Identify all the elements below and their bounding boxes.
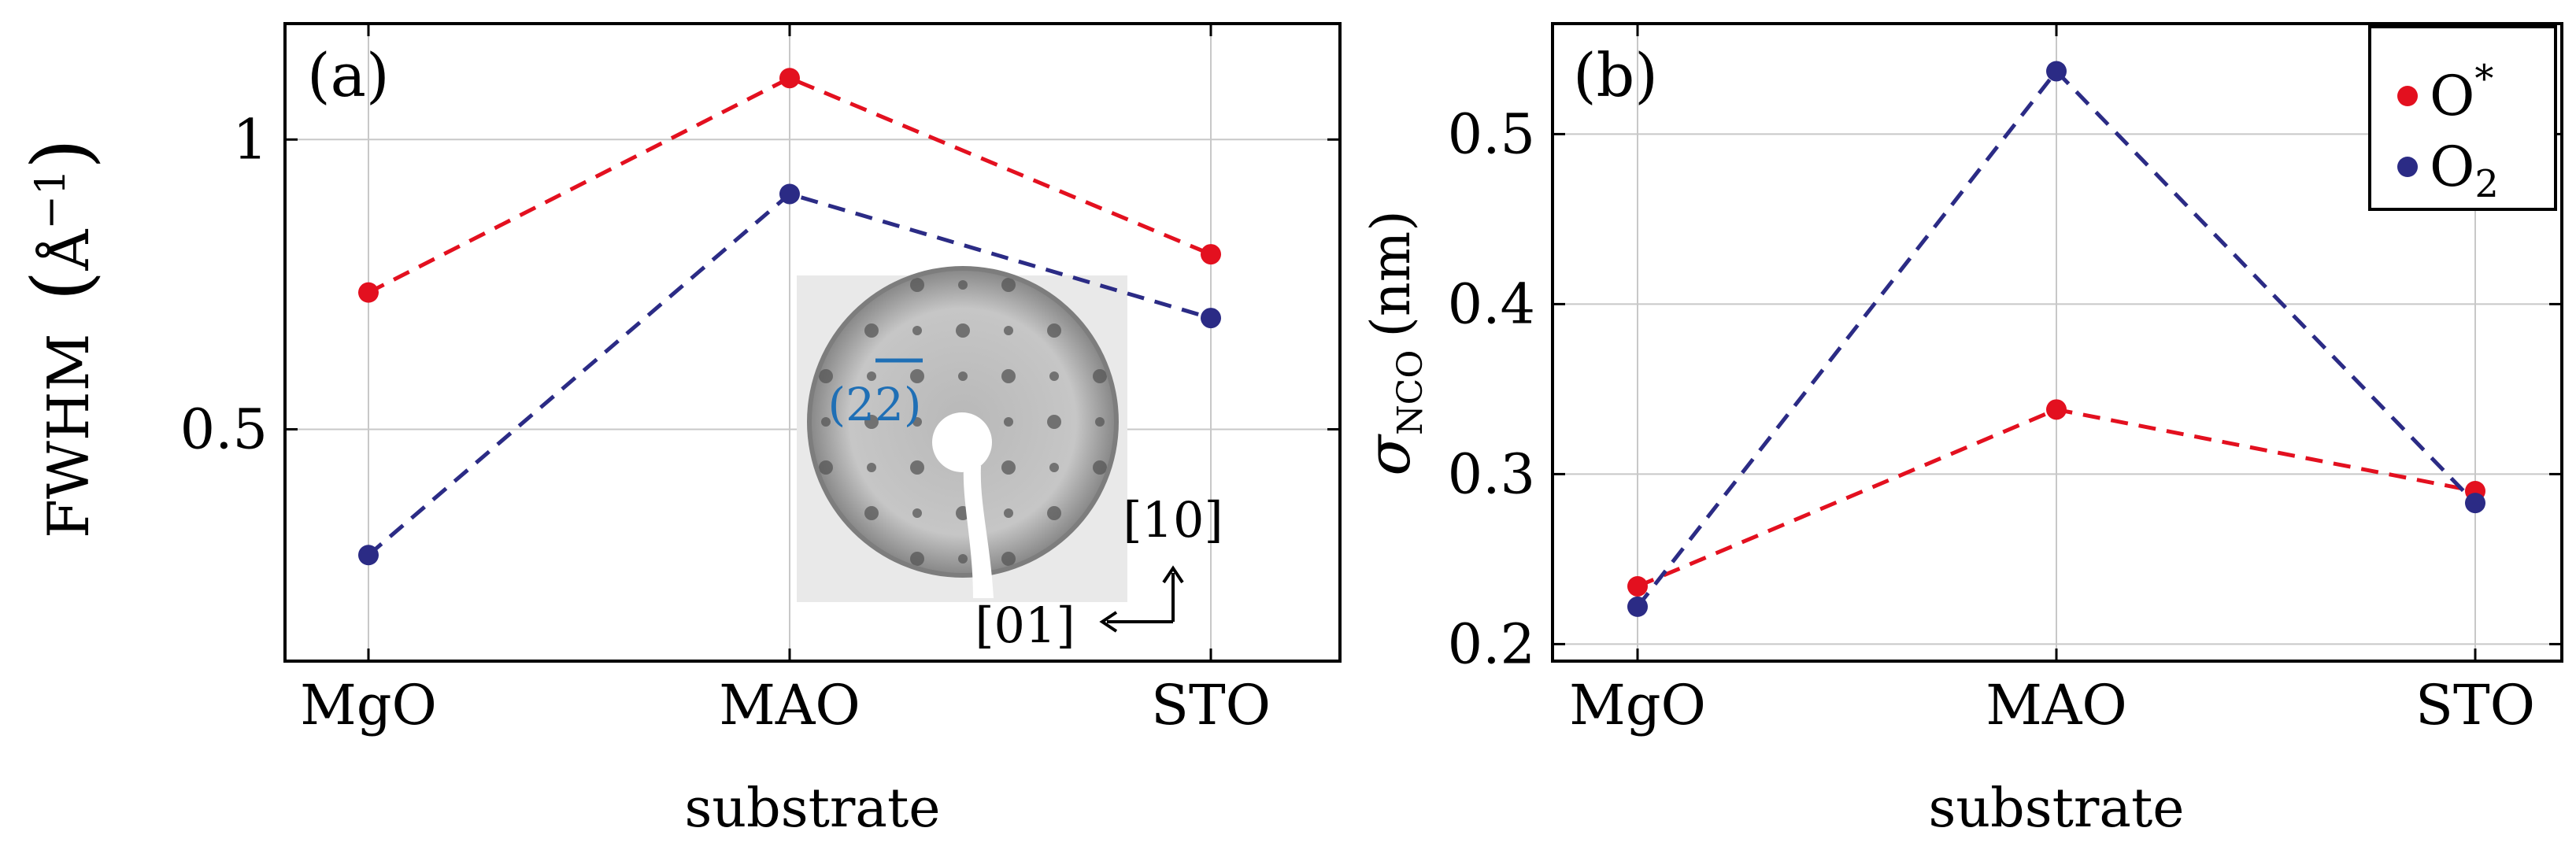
rheed-spot bbox=[1047, 415, 1061, 429]
panel-b-x-axis-label: substrate bbox=[1928, 778, 2184, 840]
y-tick-label: 0.5 bbox=[180, 397, 268, 461]
data-point-o-star bbox=[1627, 575, 1648, 597]
direction-up-label: [10] bbox=[1123, 491, 1223, 549]
legend-entry-o2: O2 bbox=[2430, 135, 2499, 206]
panel-a-ticks bbox=[285, 24, 1340, 661]
rheed-spot bbox=[1093, 460, 1107, 475]
x-tick-label: STO bbox=[1151, 673, 1271, 737]
rheed-spot bbox=[1001, 460, 1016, 475]
data-point-o2 bbox=[358, 545, 379, 566]
rheed-spot bbox=[864, 323, 879, 338]
panel-a-label: (a) bbox=[307, 40, 390, 110]
rheed-spot bbox=[1001, 278, 1016, 292]
series-line-o2 bbox=[1636, 68, 2477, 608]
rheed-spot bbox=[1001, 552, 1016, 566]
direction-left-arrowhead bbox=[1099, 611, 1118, 633]
beam-stop bbox=[932, 412, 992, 472]
svg-text:σNCO(nm): σNCO (nm) bbox=[1353, 210, 1430, 475]
rheed-spot bbox=[910, 278, 924, 292]
rheed-spot bbox=[864, 415, 879, 429]
rheed-spot bbox=[1004, 417, 1013, 427]
rheed-spot bbox=[958, 554, 968, 564]
rheed-spot bbox=[819, 460, 833, 475]
data-point-o2 bbox=[1627, 596, 1648, 617]
rheed-spot bbox=[1095, 417, 1105, 427]
y-tick-label: 1 bbox=[232, 107, 268, 172]
legend-entry-o-star: O* bbox=[2430, 57, 2493, 128]
rheed-spot bbox=[1047, 323, 1061, 338]
x-tick-label: MAO bbox=[719, 673, 861, 737]
rheed-spots bbox=[819, 278, 1107, 566]
y-tick-label: 0.3 bbox=[1448, 442, 1535, 506]
x-tick-label: MAO bbox=[1986, 673, 2127, 737]
rheed-spot bbox=[819, 369, 833, 383]
rheed-spot bbox=[910, 552, 924, 566]
y-tick-label: 0.5 bbox=[1448, 102, 1535, 166]
rheed-spot bbox=[1004, 326, 1013, 335]
panel-b-series bbox=[1627, 61, 2485, 617]
svg-text:FWHM (Å−1): FWHM (Å−1) bbox=[15, 139, 107, 538]
rheed-spot bbox=[912, 326, 922, 335]
data-point-o2 bbox=[2465, 493, 2485, 514]
panel-a-frame bbox=[283, 22, 1342, 663]
beam-stop-stem bbox=[963, 466, 994, 598]
panel-a-x-axis-label: substrate bbox=[684, 778, 940, 840]
rheed-spot bbox=[958, 371, 968, 381]
rheed-spot bbox=[1049, 371, 1059, 381]
data-point-o2 bbox=[1201, 308, 1221, 329]
rheed-spot bbox=[821, 417, 831, 427]
rheed-spot bbox=[958, 280, 968, 290]
data-point-o-star bbox=[779, 68, 800, 89]
ylabel-unit: (nm) bbox=[1360, 210, 1423, 337]
spot-label: (22) bbox=[827, 378, 921, 431]
rheed-spot bbox=[1093, 369, 1107, 383]
ylabel-subscript: NCO bbox=[1390, 350, 1430, 435]
panel-a-series bbox=[358, 68, 1221, 566]
direction-up-arrowhead bbox=[1162, 565, 1184, 584]
x-tick-label: MgO bbox=[300, 673, 437, 737]
panel-a-y-axis-label: FWHM (Å−1) bbox=[15, 139, 107, 538]
data-point-o-star bbox=[358, 282, 379, 303]
rheed-spot bbox=[910, 460, 924, 475]
rheed-spot bbox=[864, 506, 879, 520]
x-tick-label: MgO bbox=[1569, 673, 1706, 737]
rheed-spot bbox=[910, 369, 924, 383]
panel-b-frame bbox=[1551, 22, 2563, 663]
data-point-o2 bbox=[779, 183, 800, 205]
y-tick-label: 0.4 bbox=[1448, 272, 1535, 336]
ylabel-unit: Å bbox=[35, 229, 102, 272]
legend-box bbox=[2368, 25, 2557, 211]
panel-a: (22) [10] [01] (a) MgO MAO STO 0.5 1 substra… bbox=[15, 22, 1342, 840]
data-point-o-star bbox=[1201, 244, 1221, 265]
legend-marker-o-star bbox=[2397, 86, 2418, 106]
direction-left-label: [01] bbox=[975, 597, 1075, 654]
panel-b-tick-labels: MgO MAO STO 0.2 0.3 0.4 0.5 bbox=[1448, 102, 2535, 737]
legend: O* O2 bbox=[2368, 25, 2557, 211]
rheed-spot bbox=[956, 323, 970, 338]
ylabel-sigma: σ bbox=[1353, 434, 1423, 476]
ylabel-exponent: −1 bbox=[28, 169, 75, 230]
series-line-o-star bbox=[367, 76, 1212, 294]
rheed-spot bbox=[912, 417, 922, 427]
rheed-spot bbox=[912, 508, 922, 518]
panel-b: (b) MgO MAO STO 0.2 0.3 0.4 0.5 substrate σNCO… bbox=[1353, 22, 2563, 840]
rheed-spot bbox=[1047, 506, 1061, 520]
ylabel-main: FWHM bbox=[35, 334, 102, 538]
panel-b-label: (b) bbox=[1573, 40, 1658, 110]
rheed-spot bbox=[1001, 369, 1016, 383]
data-point-o2 bbox=[2046, 61, 2067, 82]
rheed-spot bbox=[867, 463, 876, 472]
x-tick-label: STO bbox=[2415, 673, 2535, 737]
panel-a-tick-labels: MgO MAO STO 0.5 1 bbox=[180, 107, 1271, 737]
data-point-o-star bbox=[2046, 399, 2067, 420]
panel-b-y-axis-label: σNCO (nm) bbox=[1353, 210, 1430, 475]
rheed-spot bbox=[867, 371, 876, 381]
y-tick-label: 0.2 bbox=[1448, 612, 1535, 676]
rheed-inset: (22) [10] [01] bbox=[797, 266, 1223, 654]
rheed-spot bbox=[1004, 508, 1013, 518]
rheed-spot bbox=[1049, 463, 1059, 472]
legend-marker-o2 bbox=[2397, 157, 2418, 177]
